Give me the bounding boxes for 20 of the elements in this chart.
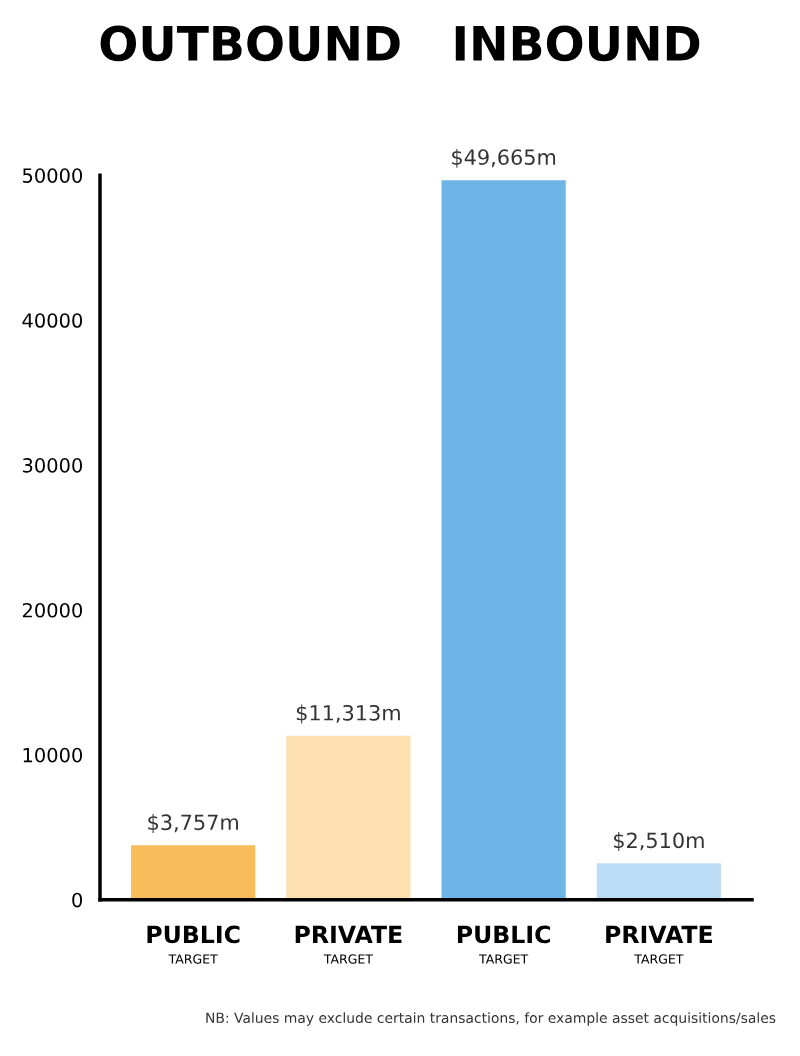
text: NB: Values may exclude certain transactions, for example asset acquisitions/sales xyxy=(206,1012,776,1026)
x-tick-label: PRIVATE TARGET xyxy=(606,925,712,964)
y-tick-label: 40000 xyxy=(22,313,83,328)
data-label: $2,510m xyxy=(613,832,704,851)
y-tick-label: 30000 xyxy=(22,458,83,473)
y-tick-label: 10000 xyxy=(23,747,83,763)
bar xyxy=(441,180,566,900)
bar xyxy=(596,863,721,900)
x-tick-label: PUBLIC TARGET xyxy=(457,925,550,964)
data-label: $49,665m xyxy=(452,148,556,168)
y-tick-label: 50000 xyxy=(22,168,83,183)
x-tick-label: PUBLIC TARGET xyxy=(147,925,240,964)
data-label: $11,313m xyxy=(296,704,400,724)
data-label: $3,757m xyxy=(148,814,238,833)
y-tick-label: 0 xyxy=(72,892,83,908)
bar xyxy=(131,845,256,900)
chart-title: OUTBOUND INBOUND xyxy=(100,25,700,62)
x-tick-label: PRIVATE TARGET xyxy=(295,925,402,964)
y-tick-label: 20000 xyxy=(22,602,83,618)
bar xyxy=(286,735,411,900)
